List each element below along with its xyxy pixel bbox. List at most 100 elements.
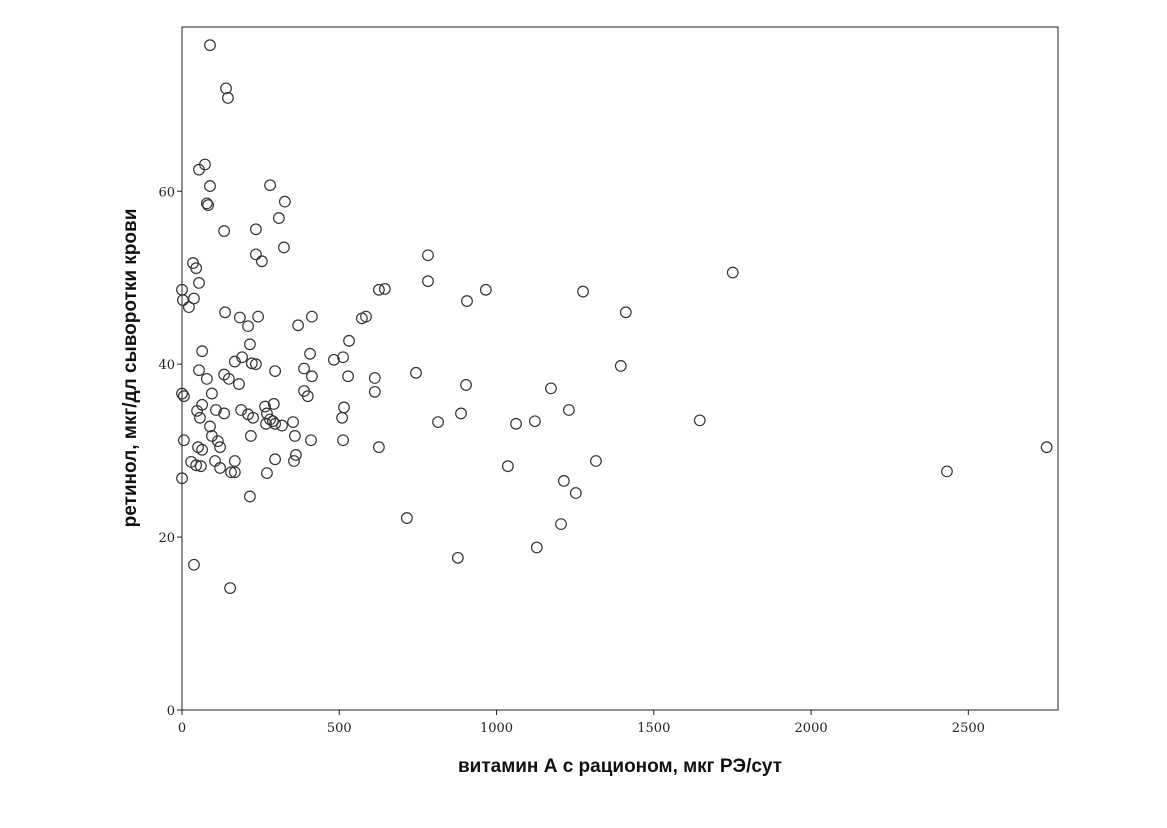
point — [218, 407, 231, 420]
point — [460, 379, 472, 391]
point — [200, 372, 213, 385]
point — [196, 345, 209, 358]
point — [219, 306, 231, 319]
point — [693, 414, 706, 427]
point — [338, 401, 350, 414]
point — [250, 358, 262, 371]
point — [225, 466, 237, 479]
point — [342, 370, 354, 383]
point — [269, 365, 282, 377]
point — [259, 400, 271, 413]
y-tick-label: 20 — [158, 531, 175, 546]
point — [337, 351, 349, 364]
point — [233, 378, 245, 390]
x-tick-label: 2000 — [795, 721, 828, 736]
point — [410, 366, 422, 379]
point — [218, 225, 231, 237]
point — [228, 466, 241, 479]
point — [177, 434, 190, 447]
point — [287, 416, 299, 429]
point — [190, 262, 203, 275]
point — [188, 558, 200, 571]
point — [260, 417, 272, 430]
y-tick-label: 40 — [158, 358, 175, 373]
point — [244, 338, 256, 351]
point — [328, 353, 340, 366]
point — [301, 390, 314, 403]
y-axis-label: ретинол, мкг/дл сыворотки крови — [120, 209, 141, 528]
point — [590, 455, 602, 467]
point — [209, 455, 221, 467]
point — [461, 295, 473, 307]
point — [337, 434, 349, 447]
point — [479, 283, 492, 296]
point — [177, 294, 189, 307]
point — [245, 357, 258, 370]
point — [555, 518, 567, 531]
point — [501, 460, 514, 473]
point — [177, 390, 190, 403]
point — [222, 91, 234, 104]
point — [196, 443, 209, 456]
y-tick-label: 0 — [167, 704, 175, 719]
point — [289, 430, 301, 442]
point — [343, 334, 355, 347]
point — [194, 411, 206, 424]
point — [235, 404, 248, 416]
point — [255, 255, 268, 268]
x-tick-label: 2500 — [952, 721, 985, 736]
point — [941, 465, 953, 478]
point — [306, 370, 318, 383]
point — [202, 199, 215, 211]
point — [214, 462, 226, 474]
point — [298, 362, 310, 375]
point — [176, 472, 188, 485]
point — [204, 180, 216, 192]
point — [378, 283, 391, 295]
point — [432, 416, 444, 429]
point — [205, 387, 218, 400]
point — [261, 467, 273, 480]
point — [289, 449, 302, 461]
plot-frame — [181, 26, 1059, 711]
point — [190, 459, 203, 472]
point — [557, 474, 570, 487]
x-tick-label: 0 — [178, 721, 186, 736]
point — [726, 266, 739, 279]
point — [200, 197, 213, 210]
point — [247, 411, 259, 424]
point — [233, 311, 246, 324]
point — [214, 441, 226, 454]
point — [614, 360, 627, 372]
point — [305, 434, 317, 447]
point — [368, 372, 381, 384]
point — [188, 292, 200, 305]
point — [194, 460, 207, 473]
point — [304, 347, 316, 360]
point — [510, 417, 522, 430]
point — [455, 407, 467, 420]
point — [228, 355, 241, 368]
x-tick-label: 500 — [327, 721, 352, 736]
point — [204, 420, 216, 433]
point — [276, 419, 288, 432]
x-tick-label: 1500 — [637, 721, 670, 736]
point — [422, 249, 434, 262]
y-tick-label: 60 — [158, 185, 175, 200]
point — [306, 310, 318, 323]
point — [222, 372, 235, 385]
point — [244, 490, 256, 503]
point — [562, 404, 575, 416]
point — [292, 319, 304, 332]
point — [278, 195, 291, 208]
point — [183, 301, 195, 314]
point — [191, 404, 203, 417]
point — [242, 320, 254, 333]
point — [530, 541, 543, 554]
point — [261, 407, 273, 420]
point — [373, 441, 385, 454]
point — [204, 39, 216, 52]
point — [244, 430, 257, 442]
point — [577, 285, 589, 298]
